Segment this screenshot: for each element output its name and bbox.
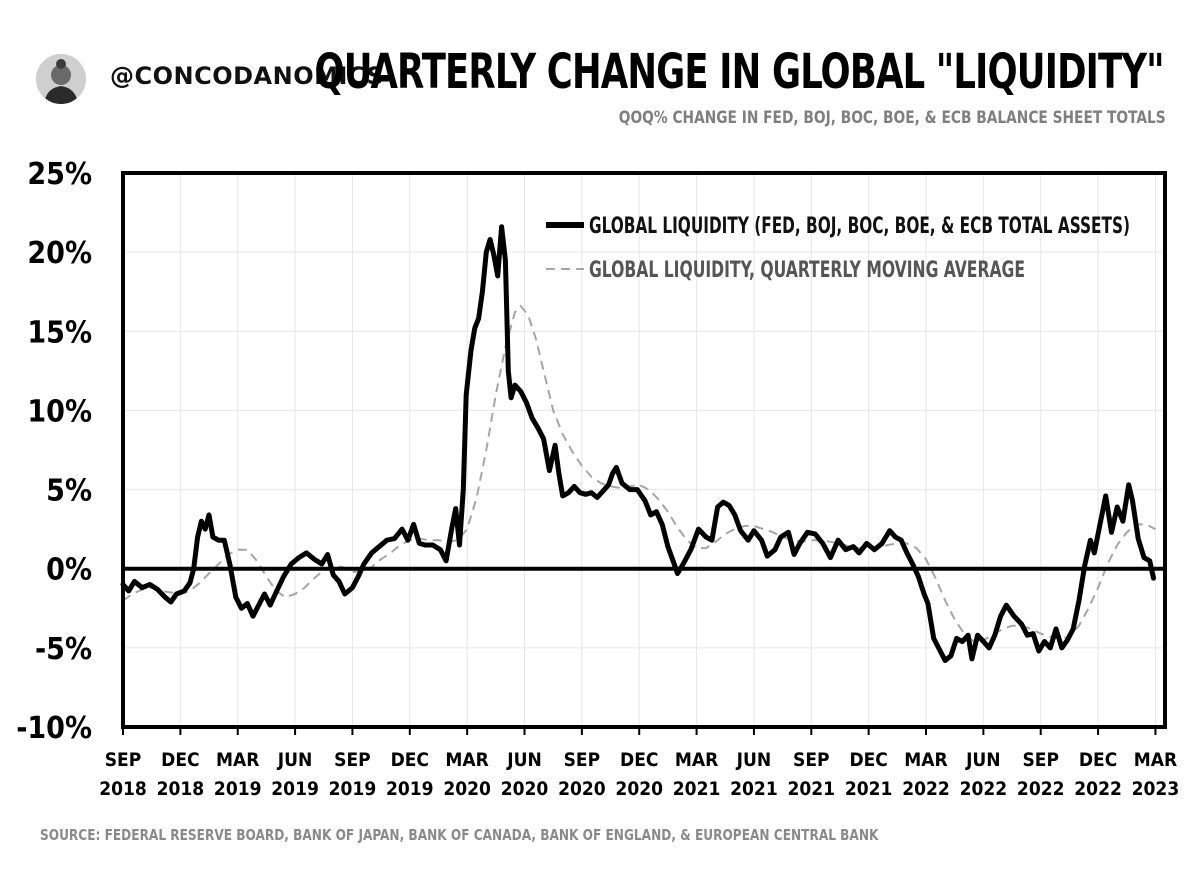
y-tick-label: 0% xyxy=(46,553,92,588)
series-layer xyxy=(120,224,1156,663)
y-tick-label: -5% xyxy=(35,632,92,667)
chart-subtitle: QOQ% CHANGE IN FED, BOJ, BOC, BOE, & ECB… xyxy=(619,108,1166,128)
x-tick-label-year: 2020 xyxy=(615,778,663,800)
y-tick-label: 15% xyxy=(27,315,92,350)
x-tick-label-year: 2021 xyxy=(788,778,836,800)
x-tick-label-year: 2021 xyxy=(673,778,721,800)
series-line-global-liquidity xyxy=(120,224,1156,663)
x-tick-label-month: SEP xyxy=(564,749,601,771)
x-tick-label-year: 2019 xyxy=(329,778,377,800)
y-tick-label: -10% xyxy=(16,711,92,746)
x-tick-label-year: 2018 xyxy=(157,778,205,800)
x-tick-label-year: 2021 xyxy=(730,778,778,800)
x-tick-label-year: 2020 xyxy=(501,778,549,800)
x-tick-label-month: SEP xyxy=(334,749,371,771)
x-tick-label-month: DEC xyxy=(849,749,887,771)
x-tick-label-month: JUN xyxy=(506,749,542,771)
y-tick-label: 10% xyxy=(27,394,92,429)
x-tick-label-month: MAR xyxy=(445,749,488,771)
x-tick-label-month: DEC xyxy=(161,749,199,771)
x-tick-label-month: MAR xyxy=(675,749,718,771)
plot-frame xyxy=(121,171,1167,729)
x-tick-label-month: JUN xyxy=(965,749,1001,771)
x-axis-labels: SEP 2018 DEC 2018 MAR 2019 JUN 2019 SEP 2019 DEC 20… xyxy=(99,749,1179,800)
x-tick-label-year: 2020 xyxy=(558,778,606,800)
x-tick-label-month: DEC xyxy=(620,749,658,771)
chart-title: QUARTERLY CHANGE IN GLOBAL "LIQUIDITY" xyxy=(314,44,1165,100)
x-tick-label-month: JUN xyxy=(277,749,313,771)
x-tick-label-month: MAR xyxy=(904,749,947,771)
y-tick-label: 20% xyxy=(27,236,92,271)
x-tick-label-year: 2019 xyxy=(386,778,434,800)
avatar xyxy=(36,54,86,104)
x-tick-label-year: 2023 xyxy=(1132,778,1180,800)
x-tick-label-year: 2020 xyxy=(443,778,491,800)
x-tick-label-month: DEC xyxy=(391,749,429,771)
legend-label-main: GLOBAL LIQUIDITY (FED, BOJ, BOC, BOE, & … xyxy=(589,214,1130,239)
y-axis-labels: -10% -5% 0% 5% 10% 15% 20% 25% xyxy=(16,157,92,746)
x-tick-label-year: 2018 xyxy=(99,778,147,800)
x-tick-label-month: JUN xyxy=(736,749,772,771)
x-tick-label-month: SEP xyxy=(793,749,830,771)
legend: GLOBAL LIQUIDITY (FED, BOJ, BOC, BOE, & … xyxy=(546,214,1130,283)
x-tick-label-month: MAR xyxy=(216,749,259,771)
x-tick-label-year: 2022 xyxy=(1074,778,1122,800)
x-tick-label-year: 2019 xyxy=(214,778,262,800)
x-tick-label-month: SEP xyxy=(105,749,142,771)
x-tick-label-year: 2021 xyxy=(845,778,893,800)
y-tick-label: 25% xyxy=(27,157,92,192)
x-tick-label-year: 2022 xyxy=(960,778,1008,800)
x-tick-label-year: 2022 xyxy=(902,778,950,800)
legend-label-moving-average: GLOBAL LIQUIDITY, QUARTERLY MOVING AVERA… xyxy=(589,258,1025,283)
twitter-handle: @CONCODANOMICS xyxy=(110,62,385,90)
x-tick-label-month: SEP xyxy=(1022,749,1059,771)
x-tick-label-month: MAR xyxy=(1134,749,1177,771)
source-note: SOURCE: FEDERAL RESERVE BOARD, BANK OF J… xyxy=(40,826,879,844)
y-tick-label: 5% xyxy=(46,474,92,509)
x-tick-label-year: 2019 xyxy=(271,778,319,800)
x-tick-label-month: DEC xyxy=(1079,749,1117,771)
x-tick-label-year: 2022 xyxy=(1017,778,1065,800)
